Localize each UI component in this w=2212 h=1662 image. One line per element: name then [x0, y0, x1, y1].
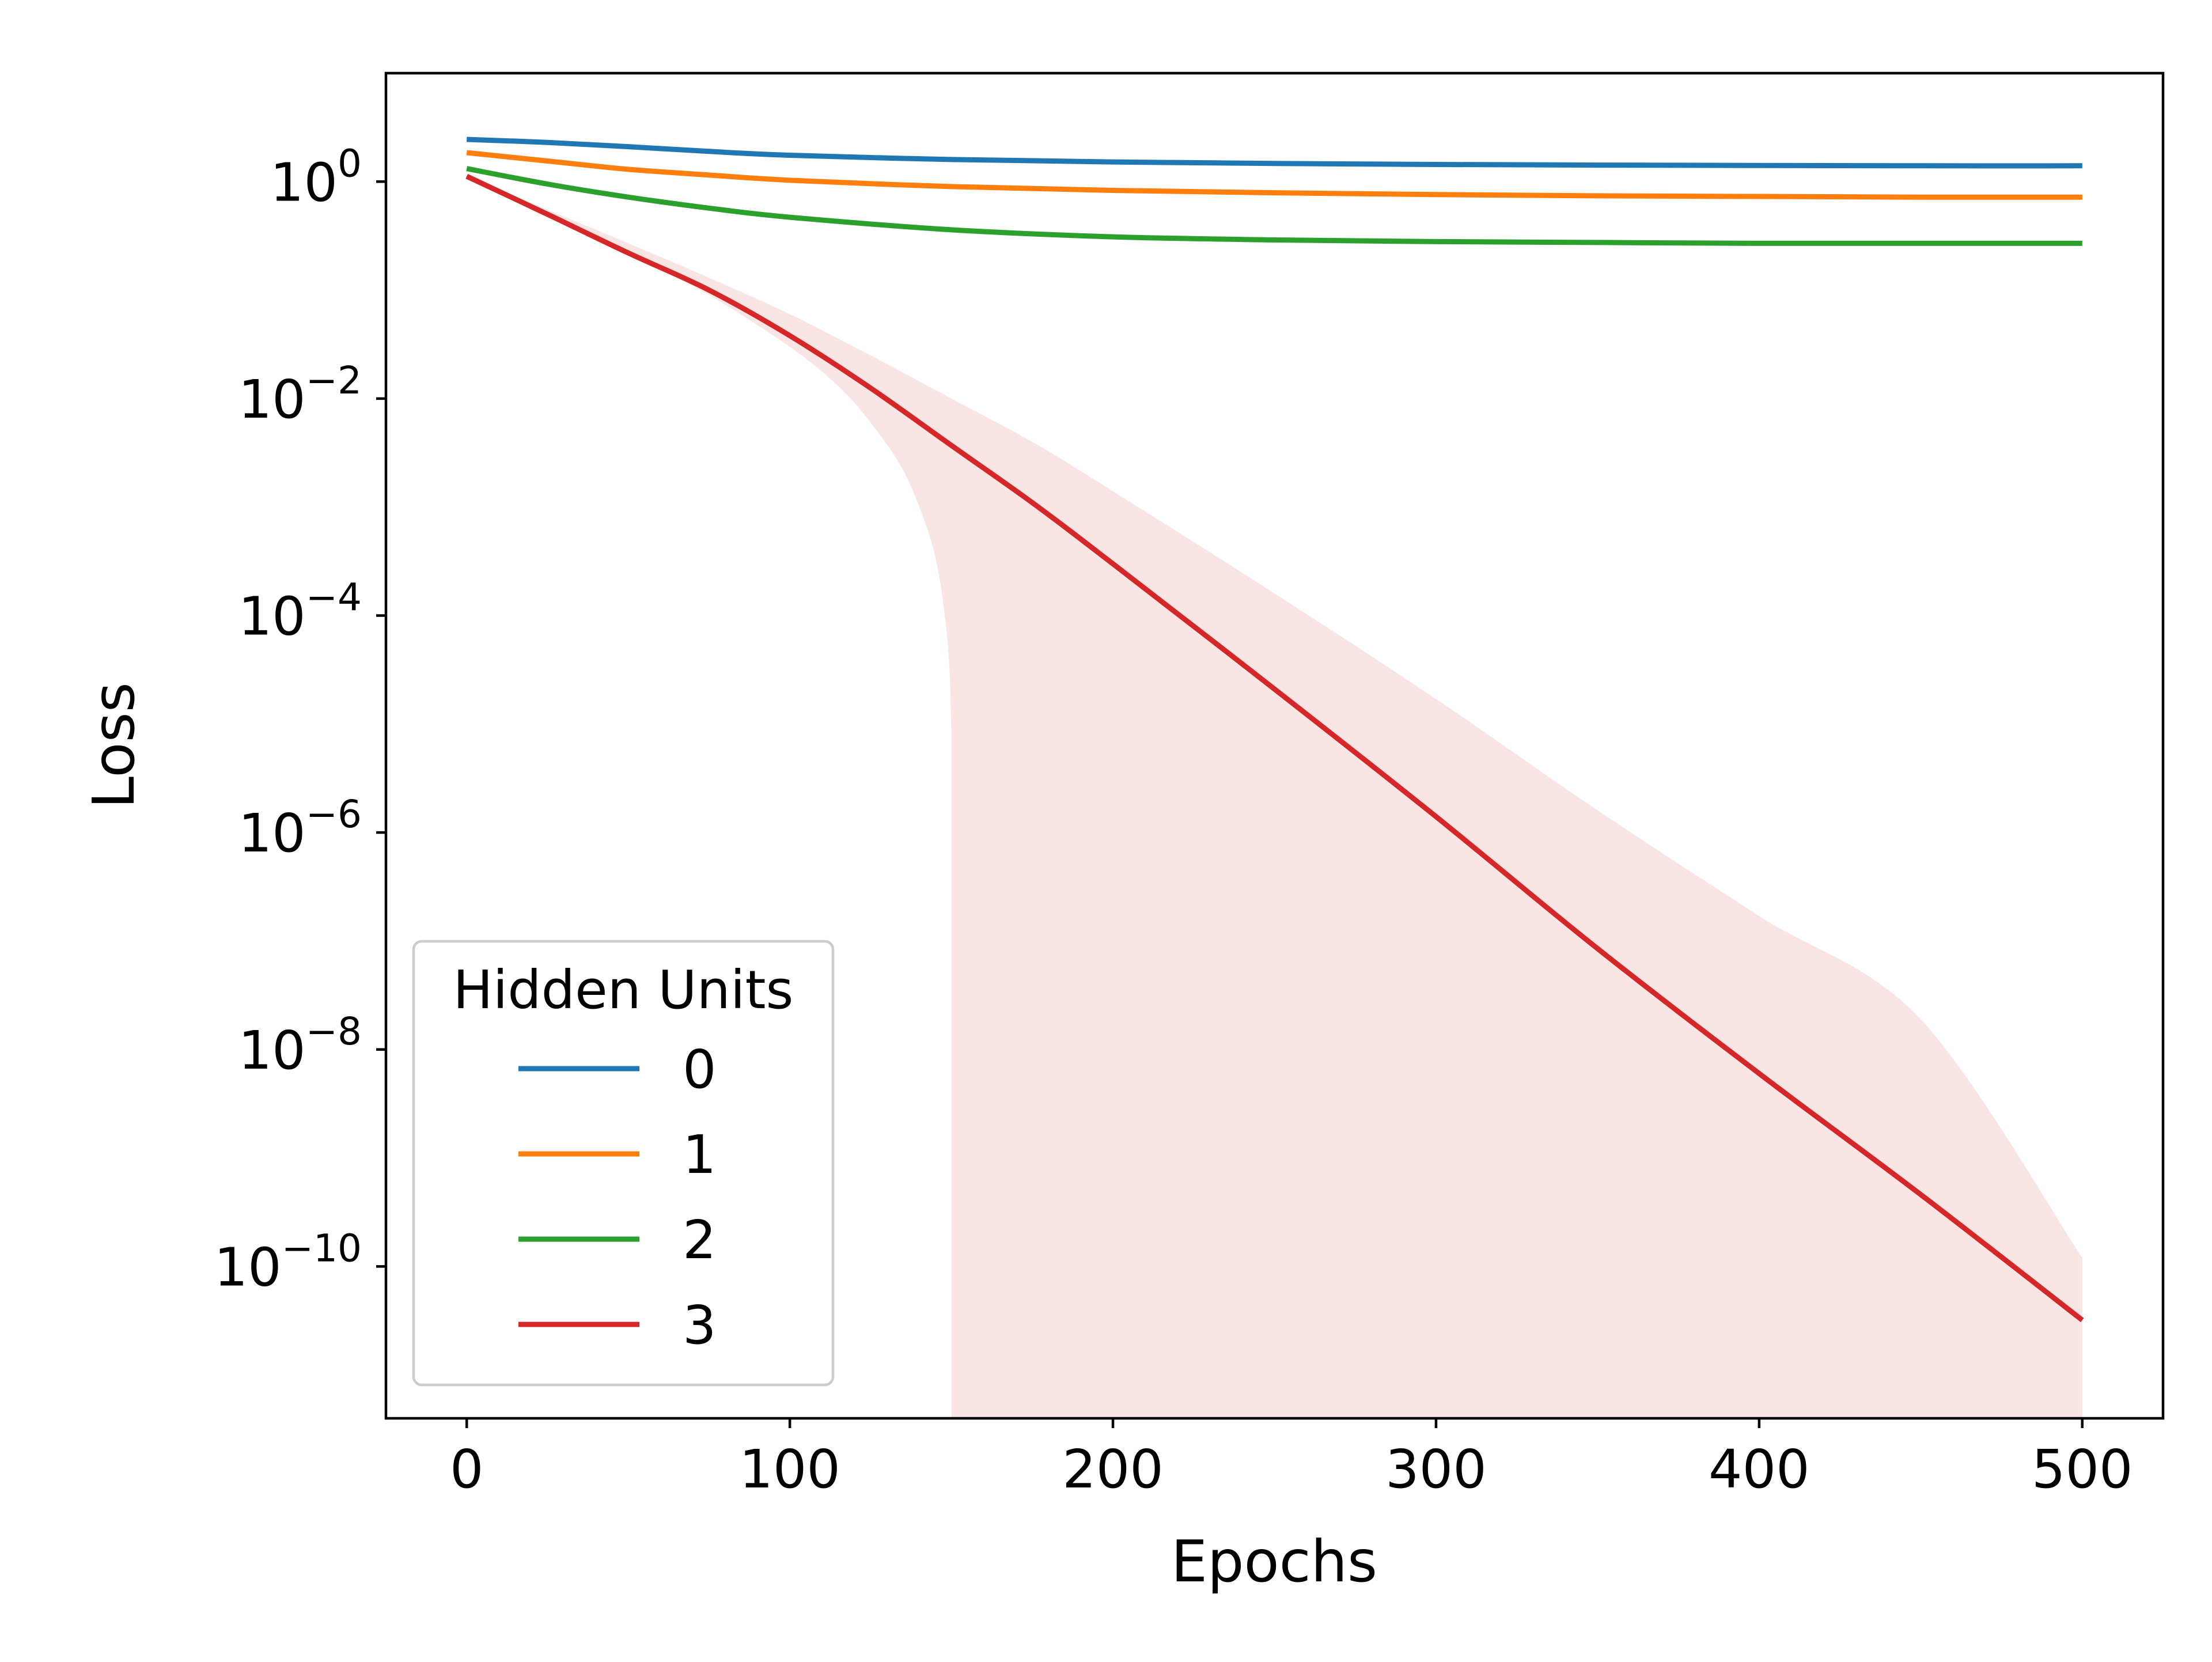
x-tick-label: 300: [1385, 1438, 1487, 1500]
y-tick-base: 10: [238, 586, 306, 648]
line-series-1: [466, 150, 2082, 200]
x-tick-label: 400: [1709, 1438, 1810, 1500]
legend-title: Hidden Units: [453, 959, 794, 1021]
x-tick-label: 0: [450, 1438, 484, 1500]
y-tick-label: 10−4: [238, 576, 362, 648]
line-series-2: [466, 166, 2082, 246]
x-tick-label: 200: [1062, 1438, 1164, 1500]
y-tick-label: 10−10: [214, 1226, 362, 1298]
y-axis-label: Loss: [80, 682, 147, 808]
line-series-3: [465, 173, 2084, 1323]
y-tick-label: 10−6: [238, 792, 362, 864]
confidence-bands: [467, 176, 2082, 1418]
y-tick-label: 10−8: [238, 1009, 362, 1081]
y-tick-exponent: −10: [282, 1226, 362, 1270]
legend-label-1: 1: [683, 1124, 717, 1186]
legend-items: 0 1 2 3: [518, 1039, 717, 1356]
y-tick-exponent: −2: [306, 358, 362, 403]
band-series-3: [467, 176, 2082, 1418]
x-axis: 0 100 200 300 400 500: [450, 1418, 2133, 1500]
y-tick-base: 10: [238, 1020, 306, 1081]
x-tick-label: 100: [739, 1438, 840, 1500]
y-tick-base: 10: [238, 802, 306, 864]
y-tick-exponent: 0: [338, 141, 362, 185]
y-tick-exponent: −8: [306, 1009, 362, 1054]
y-tick-base: 10: [214, 1236, 282, 1298]
line-series-0: [467, 137, 2082, 169]
series-lines: [465, 137, 2084, 1323]
y-tick-exponent: −4: [306, 576, 362, 620]
legend-label-3: 3: [683, 1294, 717, 1356]
legend-label-2: 2: [683, 1209, 717, 1271]
y-tick-base: 10: [270, 152, 338, 213]
y-tick-exponent: −6: [306, 792, 362, 836]
x-tick-label: 500: [2032, 1438, 2133, 1500]
y-tick-label: 100: [270, 141, 362, 213]
x-axis-label: Epochs: [1171, 1528, 1377, 1595]
legend-label-0: 0: [683, 1039, 717, 1100]
legend-box: [412, 940, 835, 1387]
y-tick-label: 10−2: [238, 358, 362, 430]
plot-frame: [384, 71, 2165, 1420]
y-tick-base: 10: [238, 369, 306, 430]
legend: Hidden Units 0 1 2 3: [412, 940, 835, 1387]
